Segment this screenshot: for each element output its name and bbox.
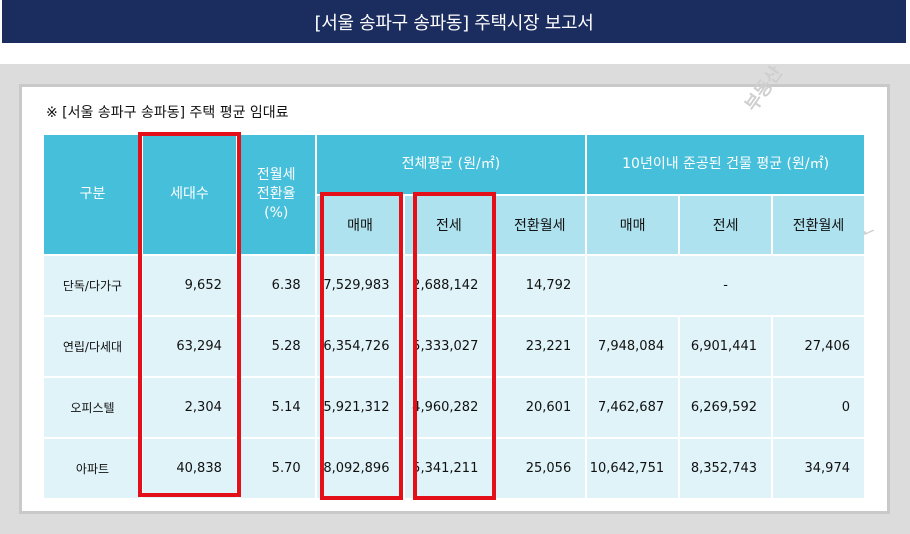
header-conversion-rate-text: 전월세 전환율 (%) — [256, 167, 296, 221]
cell-jeonse: 2,688,142 — [405, 256, 493, 315]
report-title: [서울 송파구 송파동] 주택시장 보고서 — [314, 12, 594, 34]
row-type: 단독/다가구 — [44, 256, 141, 315]
cell-jeonse: 4,960,282 — [405, 378, 493, 437]
cell-recent-monthly: 27,406 — [773, 317, 864, 376]
cell-recent-monthly: 0 — [773, 378, 864, 437]
cell-recent-jeonse: 8,352,743 — [680, 439, 772, 498]
subheader-recent-sale: 매매 — [587, 196, 679, 254]
header-recent-average: 10년이내 준공된 건물 평균 (원/㎡) — [587, 135, 864, 194]
cell-recent-jeonse: 6,269,592 — [680, 378, 772, 437]
header-category: 구분 — [44, 135, 141, 254]
header-conversion-rate: 전월세 전환율 (%) — [237, 135, 315, 254]
header-households: 세대수 — [142, 135, 236, 254]
rent-table: 구분 세대수 전월세 전환율 (%) 전체평균 (원/㎡) 10년이내 준공된 … — [42, 133, 866, 500]
cell-recent-empty: - — [587, 256, 864, 315]
report-title-banner: [서울 송파구 송파동] 주택시장 보고서 — [2, 0, 906, 43]
cell-rate: 5.28 — [237, 317, 315, 376]
table-caption: ※ [서울 송파구 송파동] 주택 평균 임대료 — [46, 105, 289, 121]
cell-rate: 5.70 — [237, 439, 315, 498]
table-row: 연립/다세대 63,294 5.28 6,354,726 5,333,027 2… — [44, 317, 864, 376]
cell-monthly: 14,792 — [494, 256, 586, 315]
header-overall-average: 전체평균 (원/㎡) — [316, 135, 586, 194]
table-row: 단독/다가구 9,652 6.38 7,529,983 2,688,142 14… — [44, 256, 864, 315]
cell-households: 40,838 — [142, 439, 236, 498]
cell-recent-monthly: 34,974 — [773, 439, 864, 498]
cell-rate: 6.38 — [237, 256, 315, 315]
table-row: 아파트 40,838 5.70 8,092,896 5,341,211 25,0… — [44, 439, 864, 498]
row-type: 연립/다세대 — [44, 317, 141, 376]
subheader-jeonse: 전세 — [405, 196, 493, 254]
subheader-monthly: 전환월세 — [494, 196, 586, 254]
cell-sale: 6,354,726 — [316, 317, 404, 376]
subheader-recent-monthly: 전환월세 — [773, 196, 864, 254]
table-row: 오피스텔 2,304 5.14 5,921,312 4,960,282 20,6… — [44, 378, 864, 437]
cell-recent-sale: 7,462,687 — [587, 378, 679, 437]
cell-jeonse: 5,333,027 — [405, 317, 493, 376]
cell-households: 2,304 — [142, 378, 236, 437]
cell-monthly: 20,601 — [494, 378, 586, 437]
cell-recent-sale: 7,948,084 — [587, 317, 679, 376]
subheader-sale: 매매 — [316, 196, 404, 254]
cell-households: 63,294 — [142, 317, 236, 376]
row-type: 아파트 — [44, 439, 141, 498]
subheader-recent-jeonse: 전세 — [680, 196, 772, 254]
cell-households: 9,652 — [142, 256, 236, 315]
cell-sale: 7,529,983 — [316, 256, 404, 315]
cell-monthly: 25,056 — [494, 439, 586, 498]
cell-sale: 8,092,896 — [316, 439, 404, 498]
cell-rate: 5.14 — [237, 378, 315, 437]
cell-recent-jeonse: 6,901,441 — [680, 317, 772, 376]
cell-recent-sale: 10,642,751 — [587, 439, 679, 498]
row-type: 오피스텔 — [44, 378, 141, 437]
cell-sale: 5,921,312 — [316, 378, 404, 437]
cell-jeonse: 5,341,211 — [405, 439, 493, 498]
cell-monthly: 23,221 — [494, 317, 586, 376]
